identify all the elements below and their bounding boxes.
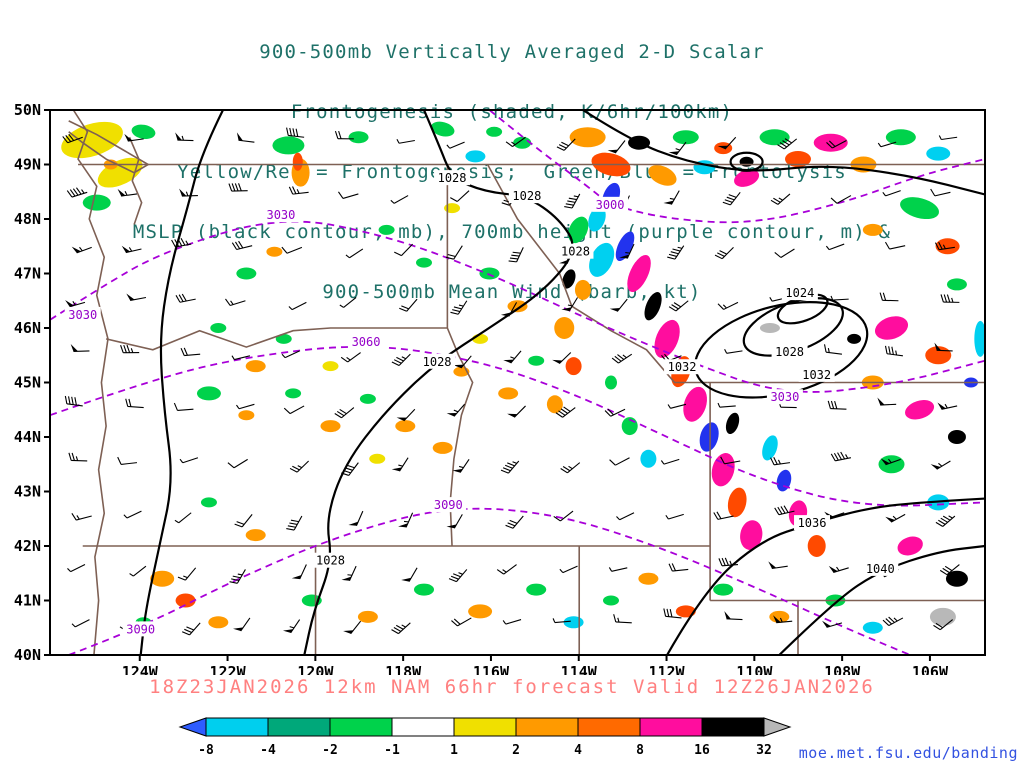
colorbar-segment	[329, 717, 393, 737]
contour-label-layer: 1028 1028 1028 1028 1028 1024 1028 1032 1032 1036…	[64, 170, 899, 637]
x-tick-label: 110W	[736, 663, 773, 675]
x-tick-label: 118W	[385, 663, 422, 675]
colorbar-tick-label: -1	[384, 743, 400, 758]
y-tick-label: 41N	[14, 592, 41, 610]
y-tick-label: 44N	[14, 428, 41, 446]
weather-map: 1028 1028 1028 1028 1028 1024 1028 1032 1032 1036…	[14, 101, 986, 675]
colorbar-tick-label: 8	[636, 743, 644, 758]
x-tick-label: 112W	[648, 663, 685, 675]
y-tick-label: 40N	[14, 646, 41, 664]
title-line-4: MSLP (black contour, mb), 700mb height (…	[132, 221, 892, 243]
forecast-caption: 18Z23JAN2026 12km NAM 66hr forecast Vali…	[149, 676, 875, 698]
contour-label: 1032	[668, 360, 697, 374]
title-line-5: 900-500mb Mean Wind (barb, kt)	[322, 281, 702, 303]
y-tick-label: 49N	[14, 156, 41, 174]
colorbar-segment	[205, 717, 269, 737]
x-tick-label: 116W	[473, 663, 510, 675]
contour-label: 1032	[802, 368, 831, 382]
title-line-2: Frontogenesis (shaded, K/6hr/100km)	[290, 101, 734, 123]
contour-label: 1040	[866, 562, 895, 576]
title-line-1: 900-500mb Vertically Averaged 2-D Scalar	[259, 41, 765, 63]
colorbar-segment	[577, 717, 641, 737]
colorbar-segment	[701, 717, 765, 737]
contour-label: 1028	[775, 345, 804, 359]
colorbar-segment	[267, 717, 331, 737]
x-tick-label: 114W	[561, 663, 598, 675]
colorbar-arrow-left	[178, 717, 207, 737]
colorbar-tick-label: 1	[450, 743, 458, 758]
wind-barb-layer	[62, 127, 960, 636]
colorbar-tick-label: 16	[694, 743, 710, 758]
y-tick-label: 48N	[14, 210, 41, 228]
colorbar-tick-label: 2	[512, 743, 520, 758]
contour-label: 1028	[316, 554, 345, 568]
contour-label: 3060	[352, 335, 381, 349]
colorbar-tick-label: 4	[574, 743, 582, 758]
x-tick-label: 108W	[824, 663, 861, 675]
contour-label: 3000	[596, 198, 625, 212]
watermark-link[interactable]: moe.met.fsu.edu/banding	[798, 744, 1018, 762]
height-contour-layer	[50, 110, 985, 655]
colorbar-tick-label: -2	[322, 743, 338, 758]
colorbar-tick-label: -8	[198, 743, 214, 758]
colorbar-tick-label: 32	[756, 743, 772, 758]
colorbar: -8 -4 -2 -1 1 2 4 8 16 32	[178, 717, 792, 758]
contour-label: 3030	[266, 208, 295, 222]
contour-label: 1036	[798, 516, 827, 530]
contour-label: 3090	[434, 498, 463, 512]
y-tick-label: 43N	[14, 483, 41, 501]
x-tick-label: 120W	[297, 663, 334, 675]
x-tick-label: 106W	[912, 663, 949, 675]
y-tick-label: 50N	[14, 101, 41, 119]
contour-label: 3090	[126, 622, 155, 636]
axis-labels: 124W 122W 120W 118W 116W 114W 112W 110W 108W 106W…	[14, 101, 949, 675]
contour-label: 1028	[512, 189, 541, 203]
contour-label: 3030	[68, 308, 97, 322]
colorbar-segment	[515, 717, 579, 737]
colorbar-arrow-right	[763, 717, 792, 737]
shading-layer	[61, 121, 985, 634]
x-tick-label: 124W	[122, 663, 159, 675]
colorbar-segment	[453, 717, 517, 737]
contour-label: 1028	[423, 355, 452, 369]
contour-label: 3030	[770, 390, 799, 404]
colorbar-segment	[391, 717, 455, 737]
contour-label: 1028	[438, 171, 467, 185]
y-tick-label: 46N	[14, 319, 41, 337]
chart-title: 900-500mb Vertically Averaged 2-D Scalar…	[0, 2, 1024, 342]
contour-label: 1028	[561, 245, 590, 259]
map-layers: 1028 1028 1028 1028 1028 1024 1028 1032 1032 1036…	[50, 110, 985, 655]
geography-layer	[68, 110, 985, 655]
colorbar-tick-label: -4	[260, 743, 276, 758]
colorbar-segment	[639, 717, 703, 737]
y-tick-label: 47N	[14, 265, 41, 283]
contour-label: 1024	[785, 286, 814, 300]
x-tick-label: 122W	[209, 663, 246, 675]
y-tick-label: 42N	[14, 537, 41, 555]
y-tick-label: 45N	[14, 374, 41, 392]
